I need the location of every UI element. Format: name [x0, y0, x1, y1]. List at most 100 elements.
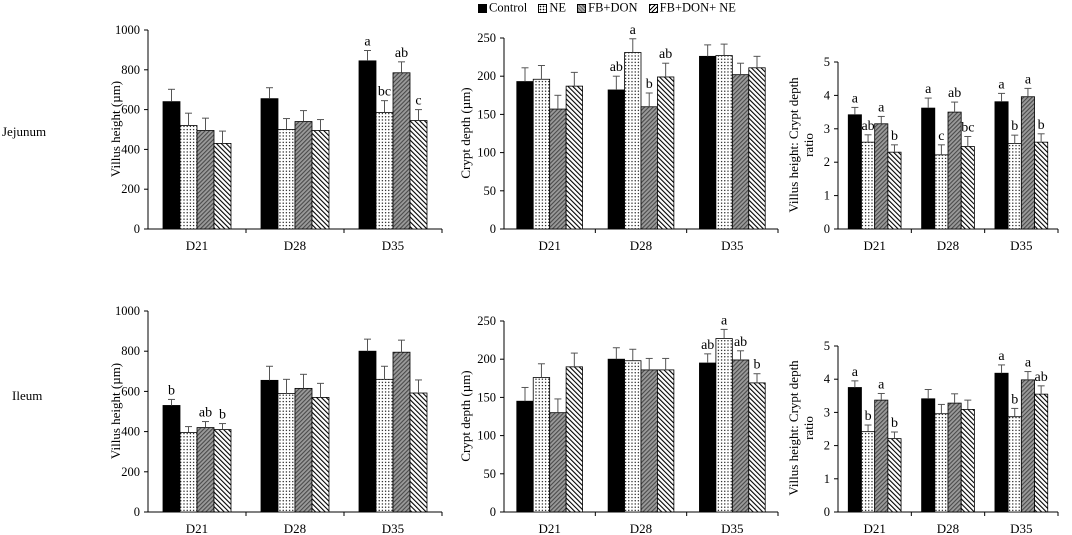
legend-label-fb-don-ne: FB+DON+ NE — [659, 0, 736, 15]
y-tick-label: 800 — [121, 344, 140, 358]
significance-letter: ab — [948, 86, 961, 101]
bar-fb-don-ne-d35 — [409, 392, 428, 513]
bar-ne-d28 — [624, 360, 642, 513]
x-tick-label-d21: D21 — [863, 521, 885, 535]
significance-letter: b — [865, 409, 872, 424]
bar-control-d28 — [260, 379, 279, 513]
y-axis-label: Villus height (µm) — [108, 363, 123, 459]
significance-letter: b — [219, 408, 226, 423]
y-axis-label: Villus height (µm) — [108, 81, 123, 177]
legend-swatch-ne — [538, 3, 548, 13]
bar-ne-d21 — [532, 377, 551, 513]
y-tick-label: 200 — [121, 465, 140, 479]
x-tick-label-d35: D35 — [1010, 238, 1032, 253]
bar-control-d28 — [607, 89, 625, 230]
y-axis-label: Villus height: Crypt depthratio — [786, 360, 816, 496]
y-tick-label: 0 — [824, 222, 830, 236]
bar-fb-don-ne-d28 — [657, 369, 675, 513]
significance-letter: ab — [861, 119, 874, 134]
significance-letter: a — [852, 91, 859, 106]
bar-ne-d28 — [934, 413, 949, 513]
significance-letter: a — [630, 23, 637, 38]
significance-letter: ab — [1035, 370, 1048, 385]
significance-letter: b — [168, 383, 175, 398]
significance-letter: b — [891, 129, 898, 144]
bar-fb-don-ne-d35 — [1034, 393, 1049, 513]
bar-ne-d21 — [861, 431, 876, 513]
y-tick-label: 0 — [824, 505, 830, 519]
y-tick-label: 100 — [477, 429, 496, 443]
bar-fb-don-d28 — [947, 402, 962, 513]
significance-letter: a — [878, 377, 885, 392]
significance-letter: b — [891, 416, 898, 431]
legend-swatch-fb-don — [577, 3, 587, 13]
significance-letter: a — [721, 313, 728, 328]
significance-letter: ab — [734, 335, 747, 350]
significance-letter: c — [938, 129, 944, 144]
significance-letter: a — [364, 34, 371, 49]
x-tick-label-d35: D35 — [382, 521, 404, 535]
bar-control-d35 — [358, 60, 377, 230]
bar-fb-don-d21 — [874, 399, 889, 513]
x-tick-label-d28: D28 — [630, 238, 652, 253]
bar-fb-don-d21 — [549, 412, 567, 513]
x-tick-label-d21: D21 — [538, 521, 560, 535]
bar-control-d28 — [260, 98, 279, 230]
bar-control-d21 — [162, 101, 181, 230]
bar-fb-don-d21 — [874, 123, 889, 230]
significance-letter: ab — [610, 60, 623, 75]
x-tick-label-d21: D21 — [538, 238, 560, 253]
bar-ne-d21 — [861, 141, 876, 230]
y-tick-label: 0 — [134, 222, 140, 236]
bar-fb-don-d35 — [1020, 379, 1035, 513]
significance-letter: a — [1025, 356, 1032, 371]
y-tick-label: 150 — [477, 390, 496, 404]
y-tick-label: 0 — [490, 505, 496, 519]
x-tick-label-d35: D35 — [721, 238, 743, 253]
legend-item-fb-don: FB+DON — [577, 0, 638, 16]
significance-letter: ab — [199, 406, 212, 421]
row-label-ileum: Ileum — [12, 388, 43, 403]
bar-fb-don-ne-d21 — [565, 85, 583, 230]
x-tick-label-d28: D28 — [284, 521, 306, 535]
significance-letter: bc — [378, 85, 391, 100]
legend-swatch-control — [478, 3, 487, 13]
significance-letter: a — [998, 77, 1005, 92]
significance-letter: a — [852, 365, 859, 380]
bar-control-d35 — [699, 362, 717, 513]
y-tick-label: 3 — [824, 405, 830, 419]
y-tick-label: 400 — [121, 142, 140, 156]
y-tick-label: 50 — [484, 467, 497, 481]
bar-fb-don-d21 — [196, 130, 215, 230]
legend-item-ne: NE — [538, 0, 566, 16]
bar-fb-don-ne-d21 — [887, 438, 902, 513]
bar-ne-d35 — [715, 338, 733, 513]
y-tick-label: 200 — [477, 69, 496, 83]
bar-ne-d28 — [277, 393, 296, 513]
y-tick-label: 2 — [824, 155, 830, 169]
bar-fb-don-ne-d28 — [311, 130, 330, 230]
y-tick-label: 5 — [824, 339, 830, 353]
bar-control-d28 — [607, 358, 625, 513]
bar-fb-don-d28 — [640, 369, 658, 513]
y-tick-label: 600 — [121, 103, 140, 117]
bar-ne-d21 — [532, 78, 551, 230]
x-tick-label-d35: D35 — [1010, 521, 1032, 535]
legend-swatch-fb-don-ne — [648, 3, 658, 13]
x-tick-label-d35: D35 — [721, 521, 743, 535]
bar-fb-don-ne-d28 — [960, 409, 975, 513]
bar-fb-don-ne-d35 — [748, 382, 766, 513]
chart-jejunum-ratio: 0 1 2 3 4 5 Villus height: Crypt depthratio D21… — [786, 55, 1059, 253]
bar-fb-don-ne-d28 — [657, 76, 675, 230]
significance-letter: a — [998, 349, 1005, 364]
legend-label-control: Control — [489, 0, 528, 15]
bar-control-d21 — [162, 405, 181, 513]
y-tick-label: 1000 — [115, 304, 140, 318]
legend: Control NE FB+DON FB+DON+ NE — [478, 0, 744, 16]
bar-control-d35 — [358, 350, 377, 513]
bar-control-d28 — [921, 107, 936, 230]
bar-fb-don-d35 — [731, 359, 750, 513]
